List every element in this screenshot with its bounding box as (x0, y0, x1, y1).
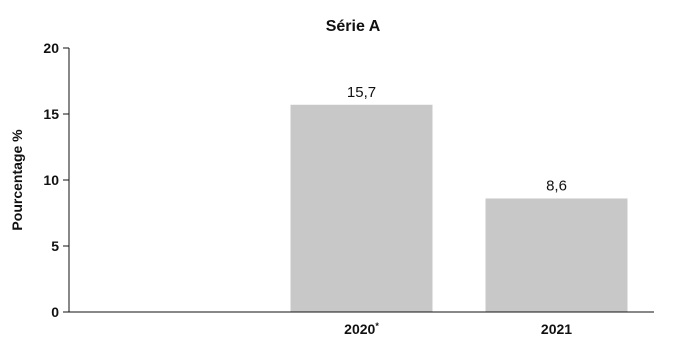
bar (290, 104, 433, 312)
data-labels-layer: 15,7 8,6 (347, 84, 567, 195)
x-tick-label: 2020* (344, 321, 379, 337)
y-tick-label: 0 (51, 304, 59, 320)
bar-value-label: 15,7 (347, 84, 376, 101)
y-tick-label: 5 (51, 238, 59, 254)
bar-value-label: 8,6 (546, 177, 567, 194)
chart-title: Série A (326, 18, 381, 35)
x-tick-label: 2021 (541, 321, 572, 337)
x-tick-mark-symbol: * (375, 321, 379, 331)
bar (485, 198, 628, 312)
y-tick-label: 20 (43, 40, 59, 56)
x-labels-layer: 2020* 2021 (344, 321, 572, 337)
y-axis-label: Pourcentage % (9, 129, 25, 231)
y-tick-label: 15 (43, 106, 59, 122)
bars-layer (290, 104, 628, 312)
y-ticks-layer: 0 5 10 15 20 (43, 40, 69, 320)
y-tick-label: 10 (43, 172, 59, 188)
